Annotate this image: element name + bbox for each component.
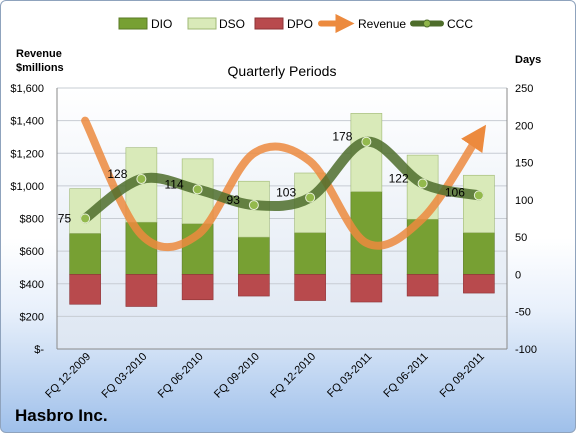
ccc-point: [248, 200, 259, 211]
x-tick-label: FQ 03-2010: [100, 351, 150, 401]
left-tick-label: $800: [20, 214, 44, 226]
legend-marker-ccc: [423, 19, 431, 28]
ccc-data-label: 75: [58, 212, 72, 226]
ccc-point: [305, 192, 316, 203]
x-tick-label: FQ 12-2009: [43, 351, 93, 401]
legend-swatch-dpo: [254, 17, 284, 30]
ccc-data-label: 93: [227, 193, 241, 207]
ccc-point: [361, 136, 372, 147]
left-axis-title-line2: $millions: [16, 62, 64, 74]
ccc-data-label: 103: [276, 186, 296, 200]
right-tick-label: 50: [515, 232, 527, 244]
right-tick-label: -100: [515, 344, 537, 356]
left-tick-label: $1,600: [10, 83, 44, 95]
left-tick-label: $600: [20, 246, 44, 258]
company-name: Hasbro Inc.: [15, 406, 108, 425]
right-axis-title: Days: [515, 54, 541, 66]
bar-dio: [238, 236, 270, 275]
ccc-data-label: 114: [164, 177, 183, 191]
legend-label-ccc: CCC: [447, 17, 473, 31]
bar-dpo: [294, 274, 326, 301]
bar-dio: [69, 233, 101, 275]
left-tick-label: $400: [20, 279, 44, 291]
ccc-data-label: 122: [389, 171, 409, 185]
bar-dio: [294, 232, 326, 275]
line-series: [80, 116, 487, 252]
ccc-data-label: 128: [107, 167, 127, 181]
bar-dpo: [406, 274, 439, 297]
x-tick-label: FQ 03-2011: [325, 351, 374, 400]
ccc-point: [80, 213, 91, 224]
bar-dso: [463, 174, 495, 233]
ccc-data-label: 178: [332, 130, 352, 144]
ccc-point: [192, 184, 203, 195]
legend-label-dso: DSO: [219, 17, 245, 31]
left-axis: $- $200 $400 $600 $800 $1,000 $1,200 $1,400 $1,6…: [10, 83, 44, 356]
legend: DIO DSO DPO Revenue CCC: [118, 13, 473, 34]
legend-swatch-dio: [118, 17, 148, 30]
bar-dpo: [69, 274, 101, 305]
bar-dpo: [125, 274, 158, 307]
right-axis: -100 -50 0 50 100 150 200 250: [515, 83, 537, 356]
legend-label-dio: DIO: [151, 17, 172, 31]
ccc-data-label: 106: [445, 185, 465, 199]
left-axis-title-line1: Revenue: [16, 48, 62, 60]
right-tick-label: 100: [515, 195, 533, 207]
bar-dio: [463, 232, 495, 275]
bar-dpo: [350, 274, 383, 303]
x-tick-label: FQ 12-2010: [268, 351, 318, 401]
right-tick-label: 150: [515, 158, 533, 170]
legend-label-revenue: Revenue: [358, 17, 406, 31]
ccc-point: [417, 178, 428, 189]
x-tick-label: FQ 09-2011: [438, 351, 487, 400]
x-tick-label: FQ 06-2011: [381, 351, 430, 400]
ccc-point: [136, 173, 147, 184]
right-tick-label: 250: [515, 83, 533, 95]
left-tick-label: $200: [20, 311, 44, 323]
left-tick-label: $1,000: [10, 181, 44, 193]
left-tick-label: $1,400: [10, 116, 44, 128]
legend-swatch-dso: [187, 17, 217, 30]
x-tick-label: FQ 06-2010: [156, 351, 206, 401]
data-labels: 75 128 114 93 103 178 122 106: [58, 130, 465, 226]
chart-title: Quarterly Periods: [228, 63, 337, 79]
ccc-point: [473, 190, 484, 201]
bar-dpo: [238, 274, 270, 297]
legend-label-dpo: DPO: [287, 17, 313, 31]
left-tick-label: $-: [34, 344, 44, 356]
x-axis: FQ 12-2009 FQ 03-2010 FQ 06-2010 FQ 09-2010…: [43, 351, 487, 401]
bar-dpo: [463, 274, 495, 294]
revenue-line: [81, 116, 487, 252]
right-tick-label: 200: [515, 120, 533, 132]
left-tick-label: $1,200: [10, 148, 44, 160]
bar-dpo: [181, 274, 214, 301]
x-tick-label: FQ 09-2010: [212, 351, 262, 401]
right-tick-label: 0: [515, 269, 521, 281]
right-tick-label: -50: [515, 307, 531, 319]
